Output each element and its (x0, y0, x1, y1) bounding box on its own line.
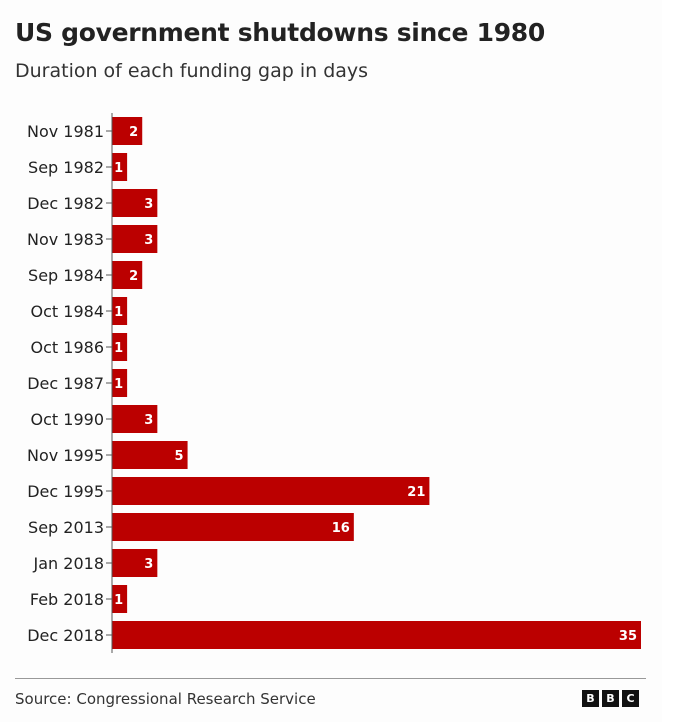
value-label: 1 (114, 305, 123, 320)
category-label: Oct 1984 (31, 302, 104, 321)
chart-title: US government shutdowns since 1980 (15, 18, 545, 47)
value-label: 1 (114, 593, 123, 608)
category-label: Nov 1995 (27, 446, 104, 465)
category-label: Dec 1995 (27, 482, 104, 501)
category-label: Dec 1987 (27, 374, 104, 393)
category-label: Sep 2013 (28, 518, 104, 537)
category-label: Oct 1986 (31, 338, 104, 357)
value-label: 35 (619, 629, 637, 644)
value-label: 3 (144, 557, 153, 572)
value-label: 3 (144, 413, 153, 428)
logo-letter: B (602, 690, 619, 707)
chart-frame (0, 0, 662, 722)
category-label: Dec 1982 (27, 194, 104, 213)
value-label: 5 (175, 449, 184, 464)
bar (112, 153, 128, 181)
category-label: Nov 1983 (27, 230, 104, 249)
logo-letter: C (622, 690, 639, 707)
source-note: Source: Congressional Research Service (15, 690, 316, 708)
value-label: 1 (114, 377, 123, 392)
bar (112, 297, 128, 325)
bar (112, 333, 128, 361)
logo-letter: B (582, 690, 599, 707)
category-label: Sep 1982 (28, 158, 104, 177)
bar (112, 477, 430, 505)
bar (112, 621, 641, 649)
category-label: Jan 2018 (33, 554, 104, 573)
category-label: Oct 1990 (31, 410, 104, 429)
value-label: 3 (144, 233, 153, 248)
bbc-logo: B B C (582, 690, 639, 707)
value-label: 1 (114, 341, 123, 356)
value-label: 21 (407, 485, 425, 500)
value-label: 1 (114, 161, 123, 176)
bar (112, 261, 143, 289)
bar (112, 549, 158, 577)
category-label: Sep 1984 (28, 266, 104, 285)
bar (112, 369, 128, 397)
bar (112, 441, 188, 469)
chart-subtitle: Duration of each funding gap in days (15, 60, 369, 82)
category-label: Nov 1981 (27, 122, 104, 141)
bar (112, 513, 354, 541)
bar (112, 189, 158, 217)
value-label: 16 (332, 521, 350, 536)
footer-divider (15, 678, 646, 679)
category-label: Dec 2018 (27, 626, 104, 645)
bar (112, 585, 128, 613)
bar (112, 225, 158, 253)
value-label: 2 (129, 125, 138, 140)
category-label: Feb 2018 (30, 590, 104, 609)
value-label: 2 (129, 269, 138, 284)
value-label: 3 (144, 197, 153, 212)
bar (112, 117, 143, 145)
bar (112, 405, 158, 433)
